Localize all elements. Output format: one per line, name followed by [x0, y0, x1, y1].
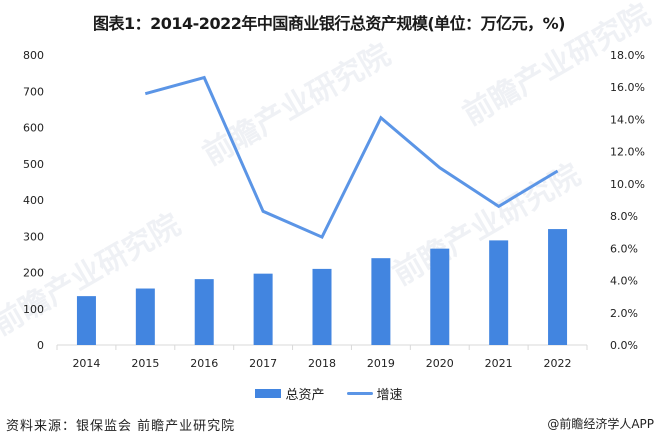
chart-plot-area: 0 100 200 300 400 500 600 700 800 0.0% 2.0% 4.0% 6.0…	[23, 49, 645, 370]
left-axis-tick: 500	[23, 158, 44, 171]
legend-item-total-assets: 总资产	[255, 384, 325, 403]
x-axis-tick: 2019	[367, 357, 395, 370]
chart-title: 图表1：2014-2022年中国商业银行总资产规模(单位：万亿元，%)	[93, 14, 566, 33]
left-axis-tick: 0	[37, 339, 44, 352]
line-swatch-icon	[346, 392, 373, 395]
legend-label: 增速	[376, 388, 403, 403]
bar-total-assets	[135, 288, 155, 345]
right-axis-tick: 18.0%	[610, 49, 645, 62]
right-axis-tick: 12.0%	[610, 146, 645, 159]
left-axis-tick: 400	[23, 194, 44, 207]
x-axis-tick: 2017	[249, 357, 277, 370]
growth-rate-line	[144, 75, 559, 240]
legend-label: 总资产	[285, 388, 325, 403]
x-axis-tick: 2022	[544, 357, 572, 370]
x-axis-tick: 2020	[426, 357, 454, 370]
left-axis-tick: 100	[23, 303, 44, 316]
left-axis-tick: 800	[23, 49, 44, 62]
bar-total-assets	[548, 229, 568, 345]
right-axis-tick: 6.0%	[610, 242, 638, 255]
source-note: 资料来源：银保监会 前瞻产业研究院	[6, 419, 236, 434]
x-axis-tick: 2015	[131, 357, 159, 370]
bar-total-assets	[371, 258, 391, 345]
bar-total-assets	[253, 273, 273, 345]
bar-swatch-icon	[255, 389, 282, 398]
right-axis-tick: 16.0%	[610, 81, 645, 94]
x-axis-tick: 2014	[72, 357, 100, 370]
left-axis-tick: 600	[23, 122, 44, 135]
x-axis-tick: 2016	[190, 357, 218, 370]
right-axis-tick: 8.0%	[610, 210, 638, 223]
left-axis-tick: 200	[23, 267, 44, 280]
legend-item-growth: 增速	[346, 384, 403, 403]
left-axis-tick: 300	[23, 230, 44, 243]
credit-note: @前瞻经济学人APP	[547, 417, 654, 431]
x-axis-tick: 2021	[485, 357, 513, 370]
bar-total-assets	[489, 240, 509, 345]
x-axis-tick: 2018	[308, 357, 336, 370]
right-axis-tick: 0.0%	[610, 339, 638, 352]
right-axis-tick: 14.0%	[610, 113, 645, 126]
bar-total-assets	[430, 248, 450, 345]
right-axis-tick: 10.0%	[610, 178, 645, 191]
bar-total-assets	[76, 296, 96, 345]
right-axis-tick: 4.0%	[610, 275, 638, 288]
legend: 总资产 增速	[0, 384, 658, 403]
right-axis-tick: 2.0%	[610, 307, 638, 320]
bar-total-assets	[312, 268, 332, 345]
bar-total-assets	[194, 279, 214, 345]
left-axis-tick: 700	[23, 85, 44, 98]
